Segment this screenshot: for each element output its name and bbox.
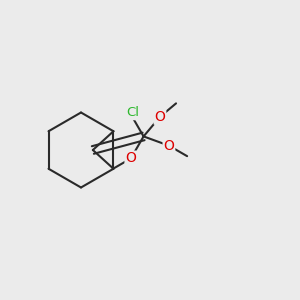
- Text: O: O: [164, 139, 174, 153]
- Text: Cl: Cl: [126, 106, 139, 119]
- Text: O: O: [154, 110, 165, 124]
- Text: O: O: [125, 152, 136, 166]
